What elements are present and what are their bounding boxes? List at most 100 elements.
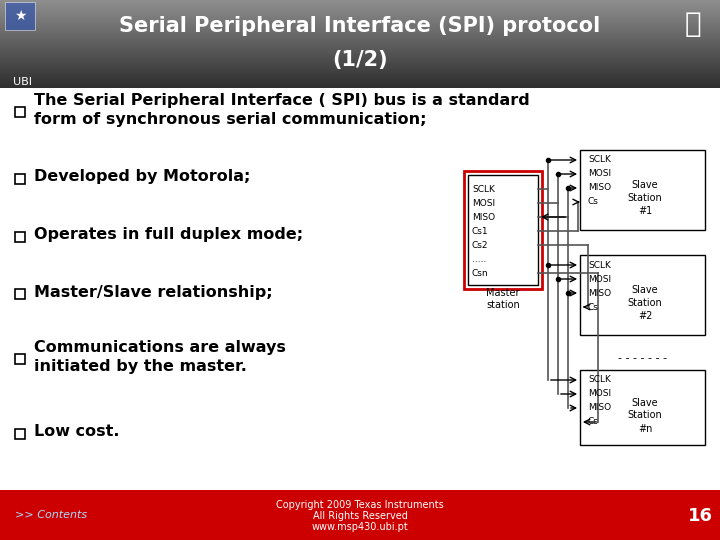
Bar bbox=[0, 5, 720, 6]
Bar bbox=[0, 15, 720, 16]
Bar bbox=[0, 36, 720, 37]
Bar bbox=[0, 72, 720, 73]
Bar bbox=[15, 107, 25, 117]
Bar bbox=[15, 289, 25, 299]
Text: MISO: MISO bbox=[588, 403, 611, 413]
Bar bbox=[0, 10, 720, 11]
Bar bbox=[0, 24, 720, 25]
Bar bbox=[0, 64, 720, 65]
Bar bbox=[0, 0, 720, 1]
Bar bbox=[0, 77, 720, 78]
Bar bbox=[0, 53, 720, 54]
Text: UBI: UBI bbox=[12, 77, 32, 87]
Text: All Rights Reserved: All Rights Reserved bbox=[312, 511, 408, 521]
Bar bbox=[0, 6, 720, 7]
Bar bbox=[15, 354, 25, 364]
Bar bbox=[0, 26, 720, 27]
Bar bbox=[0, 84, 720, 85]
Text: SCLK: SCLK bbox=[588, 156, 611, 165]
Text: .....: ..... bbox=[472, 254, 487, 264]
Bar bbox=[0, 11, 720, 12]
Bar bbox=[0, 79, 720, 80]
Bar bbox=[0, 82, 720, 83]
Bar bbox=[0, 70, 720, 71]
Bar bbox=[580, 255, 705, 335]
Text: MISO: MISO bbox=[588, 184, 611, 192]
Bar bbox=[0, 58, 720, 59]
Text: Operates in full duplex mode;: Operates in full duplex mode; bbox=[34, 227, 303, 242]
Bar bbox=[0, 60, 720, 61]
Bar bbox=[15, 232, 25, 242]
Text: Cs: Cs bbox=[588, 302, 599, 312]
Bar bbox=[0, 39, 720, 40]
Bar bbox=[0, 25, 720, 26]
Bar bbox=[0, 65, 720, 66]
Text: Slave: Slave bbox=[631, 180, 658, 190]
Bar bbox=[0, 19, 720, 20]
Text: (1/2): (1/2) bbox=[332, 50, 388, 70]
Bar bbox=[0, 63, 720, 64]
Bar bbox=[0, 14, 720, 15]
Text: Station: Station bbox=[628, 410, 662, 421]
Bar bbox=[0, 35, 720, 36]
Bar bbox=[0, 2, 720, 3]
Text: MOSI: MOSI bbox=[588, 389, 611, 399]
Bar bbox=[0, 73, 720, 74]
Text: SCLK: SCLK bbox=[588, 260, 611, 269]
Text: Cs: Cs bbox=[588, 417, 599, 427]
Bar bbox=[0, 42, 720, 43]
Text: Cs: Cs bbox=[588, 198, 599, 206]
Bar bbox=[0, 7, 720, 8]
Bar bbox=[0, 59, 720, 60]
Text: MOSI: MOSI bbox=[472, 199, 495, 207]
Bar bbox=[0, 38, 720, 39]
Bar bbox=[0, 87, 720, 88]
Text: - - - - - - -: - - - - - - - bbox=[618, 353, 667, 363]
Bar bbox=[0, 55, 720, 56]
Bar bbox=[0, 69, 720, 70]
Bar bbox=[580, 150, 705, 230]
Bar bbox=[0, 86, 720, 87]
Bar bbox=[0, 8, 720, 9]
Bar bbox=[0, 43, 720, 44]
Bar bbox=[0, 67, 720, 68]
Bar bbox=[0, 1, 720, 2]
Text: Master/Slave relationship;: Master/Slave relationship; bbox=[34, 285, 273, 300]
Text: Master
station: Master station bbox=[486, 288, 520, 309]
Bar bbox=[0, 62, 720, 63]
Text: Communications are always
initiated by the master.: Communications are always initiated by t… bbox=[34, 340, 286, 374]
Text: MISO: MISO bbox=[472, 213, 495, 221]
Bar bbox=[0, 29, 720, 30]
Bar bbox=[0, 37, 720, 38]
Text: SCLK: SCLK bbox=[472, 185, 495, 193]
Bar bbox=[0, 78, 720, 79]
Text: 16: 16 bbox=[688, 507, 713, 525]
Bar bbox=[0, 21, 720, 22]
Text: #2: #2 bbox=[638, 311, 652, 321]
Bar bbox=[0, 16, 720, 17]
Text: MISO: MISO bbox=[588, 288, 611, 298]
Text: MOSI: MOSI bbox=[588, 170, 611, 179]
Bar bbox=[0, 61, 720, 62]
Bar bbox=[0, 57, 720, 58]
Text: www.msp430.ubi.pt: www.msp430.ubi.pt bbox=[312, 522, 408, 532]
Bar bbox=[0, 76, 720, 77]
Bar bbox=[0, 27, 720, 28]
Text: ★: ★ bbox=[14, 9, 26, 23]
Bar bbox=[0, 40, 720, 41]
Bar bbox=[0, 50, 720, 51]
Bar bbox=[0, 31, 720, 32]
Bar bbox=[0, 23, 720, 24]
Text: #n: #n bbox=[638, 423, 652, 434]
Bar bbox=[0, 49, 720, 50]
Bar bbox=[0, 71, 720, 72]
Bar bbox=[0, 68, 720, 69]
Bar bbox=[0, 47, 720, 48]
Bar bbox=[0, 88, 720, 490]
Text: Station: Station bbox=[628, 298, 662, 308]
Text: MOSI: MOSI bbox=[588, 274, 611, 284]
Text: Low cost.: Low cost. bbox=[34, 424, 120, 440]
Text: Developed by Motorola;: Developed by Motorola; bbox=[34, 170, 251, 185]
Bar bbox=[15, 429, 25, 439]
Text: Slave: Slave bbox=[631, 285, 658, 295]
